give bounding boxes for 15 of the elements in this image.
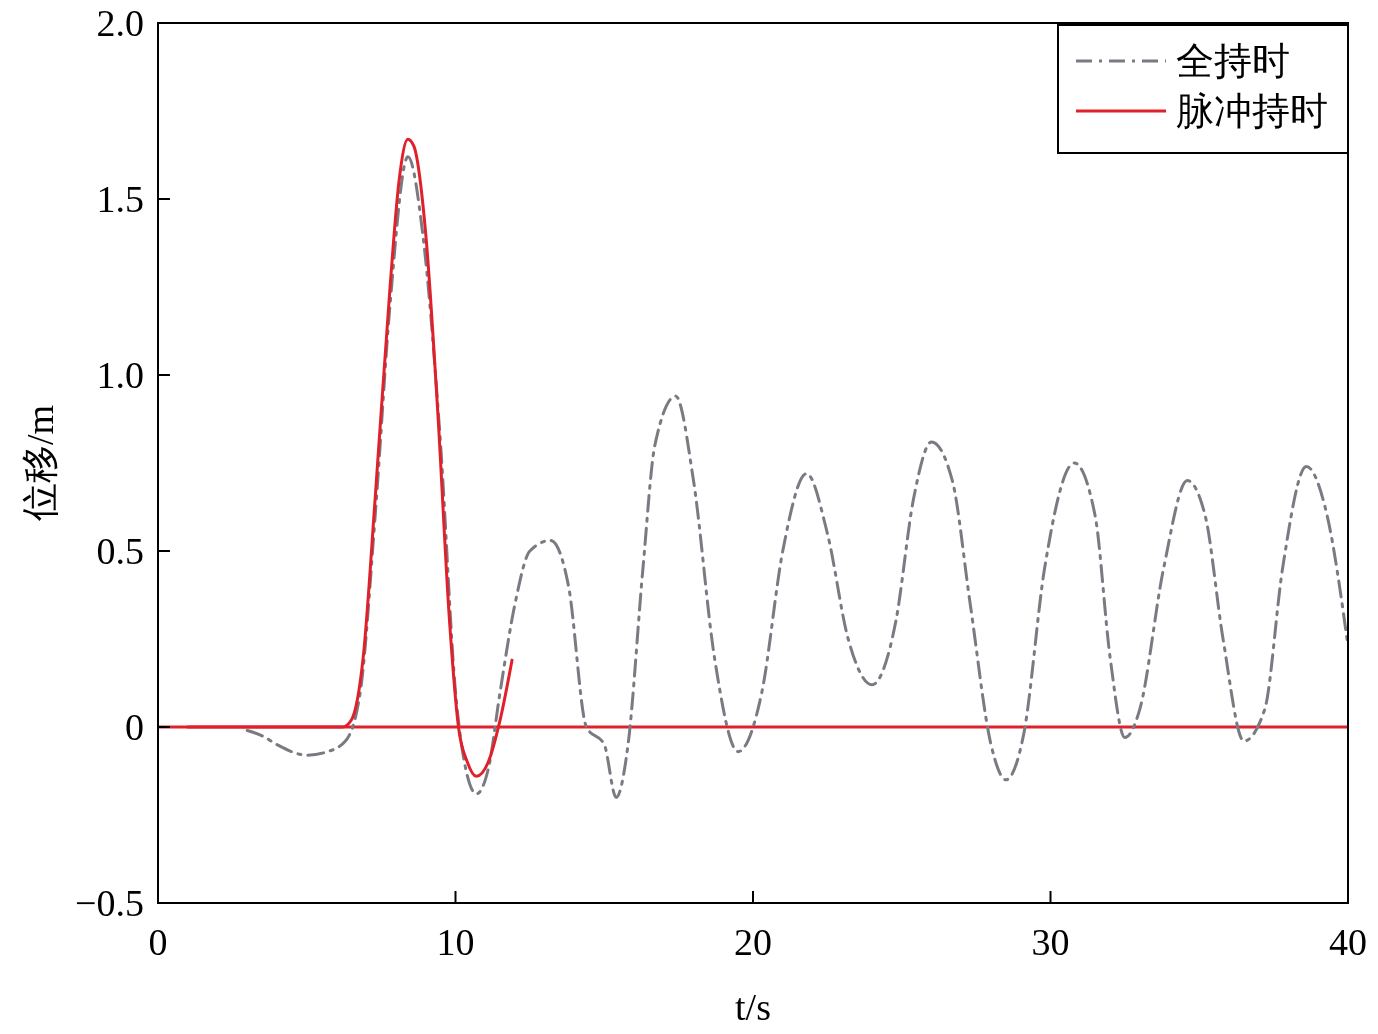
line-series bbox=[245, 155, 1348, 799]
x-axis-title: t/s bbox=[735, 986, 771, 1028]
x-tick-label: 40 bbox=[1329, 921, 1367, 963]
y-axis-title: 位移/m bbox=[19, 404, 61, 522]
y-tick-label: 1.5 bbox=[96, 178, 144, 220]
legend-label: 脉冲持时 bbox=[1176, 90, 1328, 132]
y-tick-label: 1.0 bbox=[96, 354, 144, 396]
y-tick-label: 0 bbox=[125, 706, 144, 748]
y-tick-label: −0.5 bbox=[75, 882, 144, 924]
legend-label: 全持时 bbox=[1176, 40, 1290, 82]
x-tick-label: 30 bbox=[1031, 921, 1070, 963]
y-tick-label: 0.5 bbox=[96, 530, 144, 572]
x-tick-label: 10 bbox=[436, 921, 475, 963]
x-tick-label: 20 bbox=[734, 921, 772, 963]
y-tick-label: 2.0 bbox=[96, 2, 144, 44]
